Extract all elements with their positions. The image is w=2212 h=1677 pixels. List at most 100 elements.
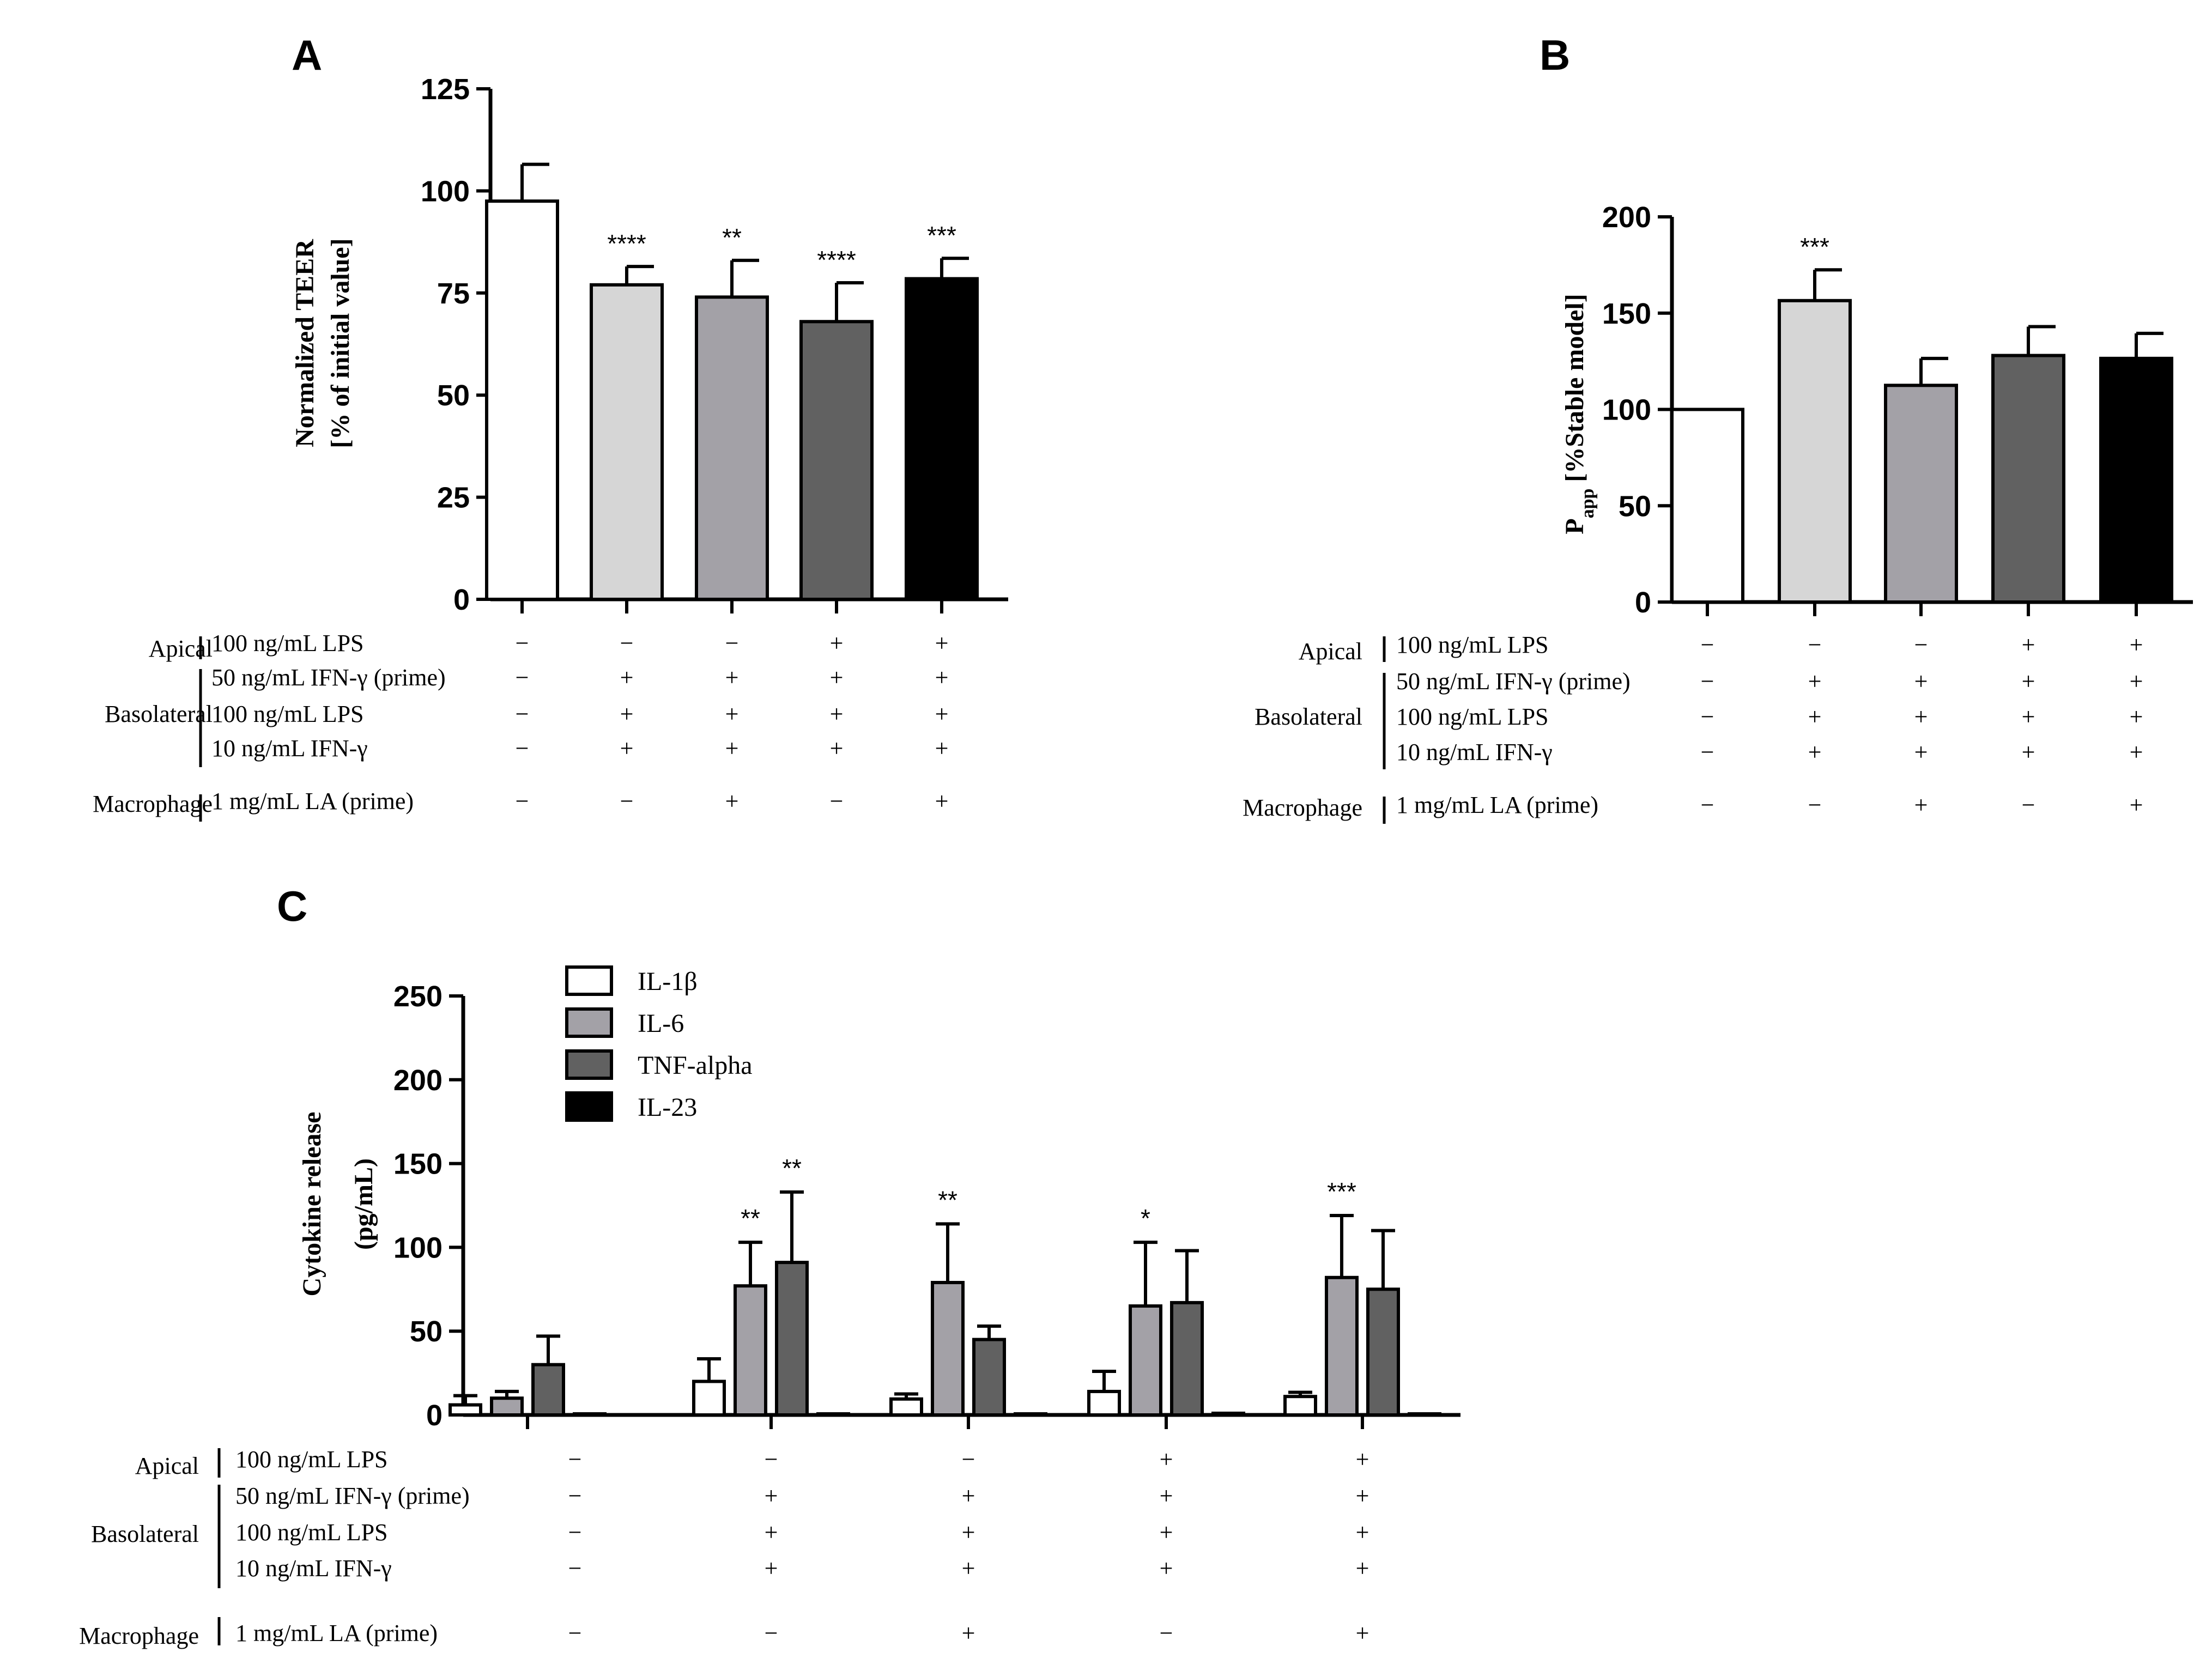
- condition-sign: +: [1914, 792, 1928, 818]
- condition-sign: +: [1808, 668, 1822, 695]
- y-axis-title: (pg/mL): [349, 1158, 378, 1250]
- bar: [695, 295, 769, 601]
- bar: [2099, 356, 2173, 604]
- y-tick-label: 25: [437, 482, 470, 514]
- significance-label: ***: [927, 221, 956, 250]
- legend-swatch: [565, 1007, 613, 1038]
- bar: [972, 1338, 1006, 1417]
- condition-row-label: 100 ng/mL LPS: [1396, 703, 1549, 730]
- bar: [775, 1261, 809, 1417]
- y-axis-title: Papp [%Stable model]: [1560, 294, 1598, 534]
- condition-sign: −: [1914, 631, 1928, 658]
- condition-row-label: 100 ng/mL LPS: [211, 630, 364, 657]
- bar: [1283, 1395, 1317, 1417]
- condition-sign: +: [935, 788, 949, 815]
- condition-row-label: 1 mg/mL LA (prime): [1396, 792, 1598, 818]
- condition-sign: +: [620, 735, 634, 762]
- bar: [1884, 384, 1958, 604]
- condition-sign: +: [830, 664, 844, 691]
- bar: [590, 283, 664, 601]
- legend-label: IL-23: [638, 1093, 697, 1122]
- condition-sign: −: [516, 788, 529, 815]
- y-tick-label: 100: [1602, 394, 1651, 427]
- bar: [1670, 408, 1744, 604]
- condition-row-label: 10 ng/mL IFN-γ: [235, 1555, 392, 1582]
- bar: [799, 320, 874, 601]
- bar: [1778, 299, 1852, 604]
- y-tick-label: 50: [1619, 490, 1651, 522]
- bar: [889, 1397, 923, 1417]
- y-tick-label: 100: [421, 175, 470, 208]
- condition-sign: +: [2130, 631, 2143, 658]
- condition-sign: +: [1356, 1555, 1369, 1582]
- significance-label: **: [722, 223, 742, 252]
- condition-row-label: 1 mg/mL LA (prime): [211, 788, 414, 815]
- condition-sign: +: [620, 664, 634, 691]
- condition-sign: +: [935, 630, 949, 657]
- condition-sign: −: [1160, 1620, 1173, 1646]
- significance-label: *: [1141, 1204, 1150, 1232]
- y-axis-title-rest: [%Stable model]: [1560, 294, 1589, 488]
- bar: [1129, 1304, 1162, 1417]
- y-axis-title-main: P: [1560, 518, 1589, 534]
- condition-sign: +: [1356, 1446, 1369, 1473]
- bar: [1991, 354, 2065, 604]
- legend-label: IL-1β: [638, 967, 698, 996]
- condition-sign: −: [1701, 668, 1714, 695]
- condition-sign: +: [1356, 1620, 1369, 1646]
- condition-sign: −: [765, 1446, 778, 1473]
- condition-row-label: 100 ng/mL LPS: [211, 701, 364, 727]
- condition-sign: −: [830, 788, 844, 815]
- bar: [1366, 1287, 1400, 1417]
- bar: [734, 1284, 767, 1417]
- y-axis-title: Normalized TEER: [290, 239, 319, 447]
- condition-sign: −: [1808, 792, 1822, 818]
- condition-sign: +: [620, 701, 634, 727]
- condition-sign: +: [1160, 1482, 1173, 1509]
- condition-sign: +: [765, 1555, 778, 1582]
- y-axis-title: [% of initial value]: [326, 238, 355, 448]
- condition-sign: +: [2130, 703, 2143, 730]
- legend-swatch: [565, 1049, 613, 1080]
- condition-sign: +: [935, 735, 949, 762]
- bar: [692, 1380, 726, 1417]
- y-tick-label: 150: [393, 1148, 443, 1181]
- y-tick-label: 250: [393, 980, 443, 1013]
- significance-label: **: [741, 1204, 760, 1232]
- condition-sign: −: [516, 630, 529, 657]
- condition-sign: −: [516, 664, 529, 691]
- condition-sign: −: [1808, 631, 1822, 658]
- condition-sign: +: [2130, 739, 2143, 765]
- condition-sign: +: [2022, 739, 2035, 765]
- bar: [490, 1396, 524, 1417]
- condition-sign: +: [962, 1482, 975, 1509]
- condition-sign: +: [830, 630, 844, 657]
- condition-sign: +: [725, 664, 739, 691]
- bar: [1211, 1411, 1245, 1417]
- condition-sign: +: [725, 788, 739, 815]
- y-tick-label: 200: [393, 1064, 443, 1097]
- condition-sign: +: [1808, 703, 1822, 730]
- condition-sign: −: [516, 701, 529, 727]
- bar: [1087, 1389, 1121, 1417]
- condition-sign: −: [568, 1555, 582, 1582]
- condition-sign: −: [1701, 631, 1714, 658]
- y-tick-label: 50: [410, 1315, 443, 1348]
- condition-row-label: 10 ng/mL IFN-γ: [1396, 739, 1553, 765]
- bar: [905, 277, 979, 601]
- condition-row-label: 10 ng/mL IFN-γ: [211, 735, 368, 762]
- bar: [485, 199, 559, 601]
- condition-sign: −: [2022, 792, 2035, 818]
- condition-sign: −: [1701, 792, 1714, 818]
- condition-sign: +: [962, 1519, 975, 1546]
- condition-row-label: 100 ng/mL LPS: [235, 1519, 388, 1546]
- y-tick-label: 75: [437, 277, 470, 310]
- y-axis-title-subscript: app: [1578, 489, 1598, 519]
- legend-swatch: [565, 1091, 613, 1122]
- condition-sign: −: [568, 1482, 582, 1509]
- panel-c: C050100150200250**********IL-1βIL-6TNF-a…: [79, 882, 1460, 1649]
- significance-label: ****: [607, 229, 646, 258]
- condition-sign: +: [2022, 703, 2035, 730]
